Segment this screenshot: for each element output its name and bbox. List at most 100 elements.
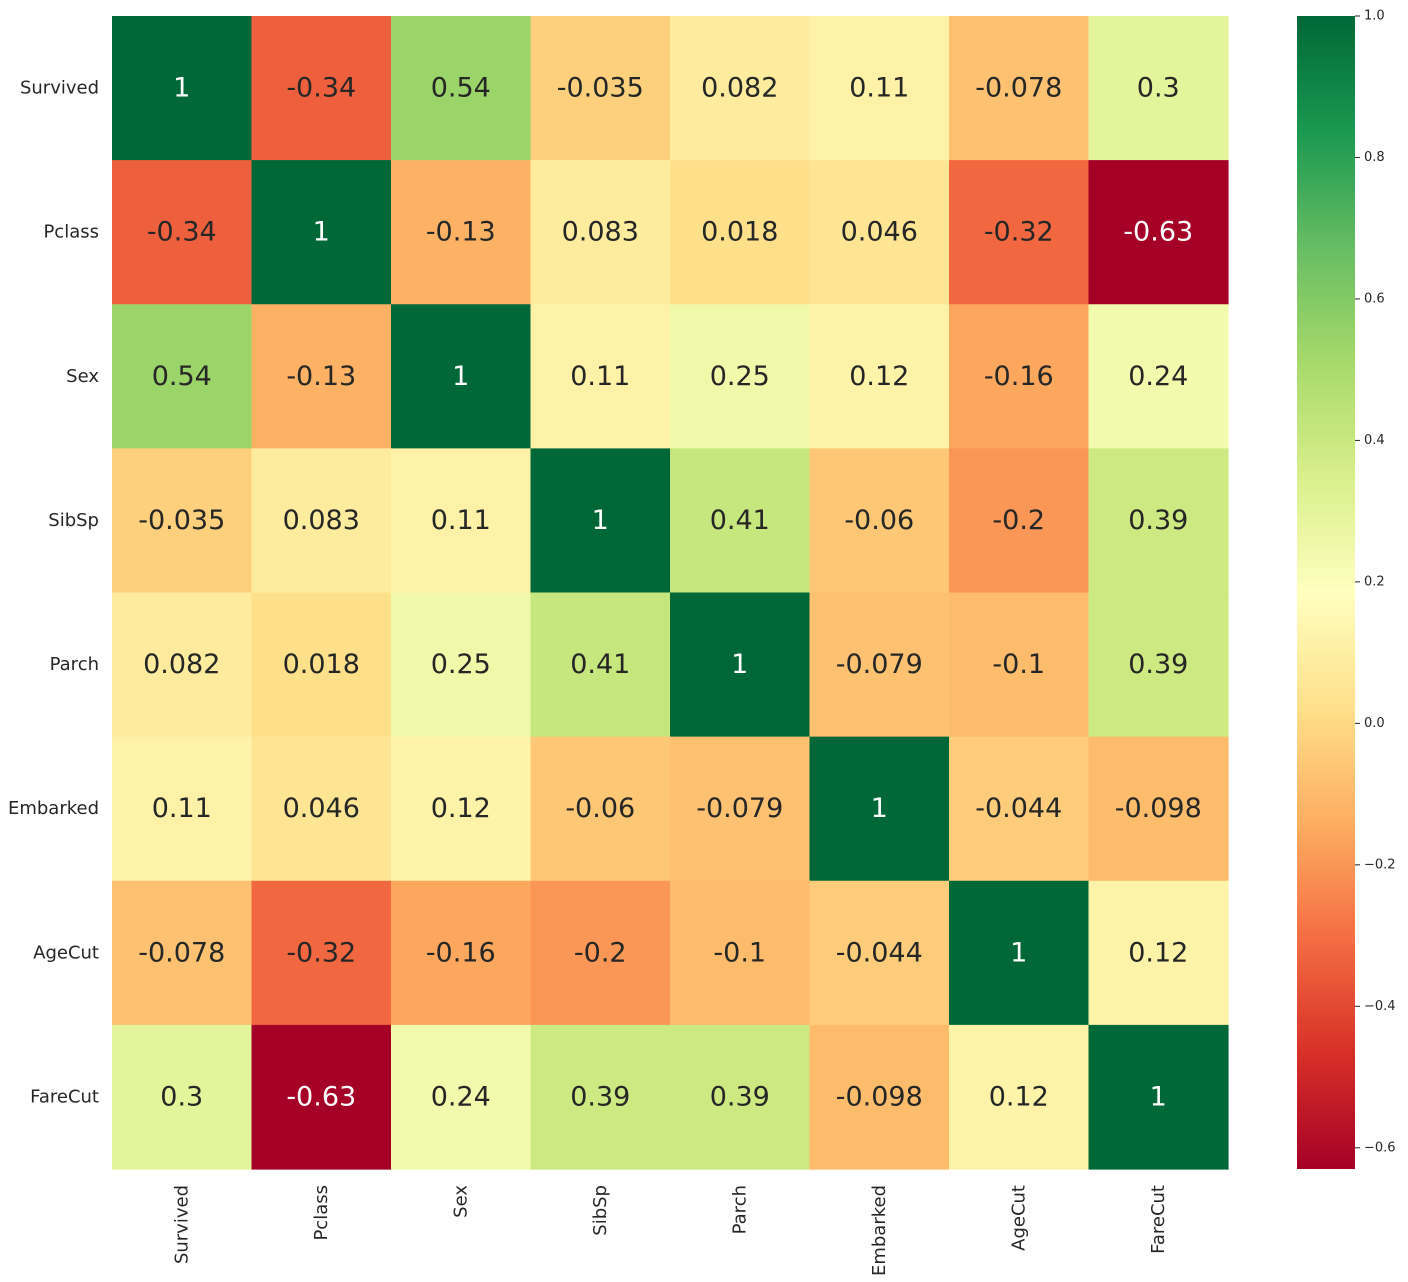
colorbar-tick-label: −0.4	[1364, 999, 1396, 1014]
cell-value-label: 0.12	[989, 1081, 1049, 1112]
heatmap-cell-parch-farecut	[1088, 592, 1229, 738]
cell-value-label: -0.34	[147, 217, 217, 248]
heatmap-cell-parch-parch	[670, 592, 811, 738]
cell-value-label: 0.3	[1137, 73, 1180, 104]
row-label-survived: Survived	[20, 78, 99, 99]
row-label-parch: Parch	[50, 654, 99, 675]
heatmap-cell-survived-farecut	[1088, 16, 1229, 161]
heatmap-cell-sibsp-agecut	[949, 448, 1090, 594]
cell-value-label: 0.54	[152, 361, 212, 392]
heatmap-cell-survived-sibsp	[530, 16, 671, 161]
heatmap-cell-embarked-sex	[391, 736, 532, 882]
row-label-embarked: Embarked	[8, 798, 99, 819]
colorbar-tick-label: −0.2	[1364, 857, 1396, 872]
cell-value-label: -0.06	[565, 793, 635, 824]
cell-value-label: 0.018	[283, 649, 360, 680]
heatmap-cell-agecut-survived	[112, 880, 253, 1026]
heatmap-cell-survived-survived	[112, 16, 253, 161]
heatmap-cell-embarked-survived	[112, 736, 253, 882]
cell-value-label: 0.39	[1128, 505, 1188, 536]
heatmap-cell-farecut-sex	[391, 1024, 532, 1170]
heatmap-cell-pclass-survived	[112, 160, 253, 305]
cell-value-label: -0.035	[138, 505, 225, 536]
cell-value-label: -0.16	[984, 361, 1054, 392]
cell-value-label: 1	[592, 505, 609, 536]
cell-value-label: 0.11	[849, 73, 909, 104]
heatmap-cell-farecut-agecut	[949, 1024, 1090, 1170]
cell-value-label: 0.39	[710, 1081, 770, 1112]
row-label-agecut: AgeCut	[33, 942, 99, 963]
heatmap-cell-sibsp-parch	[670, 448, 811, 594]
colorbar-tick-label: 0.4	[1364, 433, 1385, 448]
heatmap-cell-agecut-sibsp	[530, 880, 671, 1026]
cell-value-label: 0.41	[570, 649, 630, 680]
cell-value-label: 0.083	[562, 217, 639, 248]
heatmap-cell-agecut-sex	[391, 880, 532, 1026]
cell-value-label: -0.1	[992, 649, 1045, 680]
heatmap-cell-farecut-pclass	[251, 1024, 392, 1170]
heatmap-cell-survived-embarked	[809, 16, 950, 161]
heatmap-cell-sibsp-sex	[391, 448, 532, 594]
heatmap-cell-sex-sibsp	[530, 304, 671, 449]
cell-value-label: -0.34	[286, 73, 356, 104]
cell-value-label: 0.39	[570, 1081, 630, 1112]
cell-value-label: -0.044	[836, 937, 923, 968]
cell-value-label: -0.32	[984, 217, 1054, 248]
heatmap-cell-sex-parch	[670, 304, 811, 449]
heatmap-cell-sibsp-pclass	[251, 448, 392, 594]
cell-value-label: -0.63	[286, 1081, 356, 1112]
cell-value-label: 0.046	[283, 793, 360, 824]
cell-value-label: -0.035	[557, 73, 644, 104]
column-label-sibsp: SibSp	[590, 1185, 611, 1236]
cell-value-label: -0.079	[836, 649, 923, 680]
colorbar-tick-label: −0.6	[1364, 1140, 1396, 1155]
cell-value-label: 0.018	[701, 217, 778, 248]
column-label-parch: Parch	[729, 1185, 750, 1234]
cell-value-label: 1	[1150, 1081, 1167, 1112]
cell-value-label: -0.078	[138, 937, 225, 968]
row-labels: Survived Pclass Sex SibSp Parch Embarked AgeCu…	[8, 78, 99, 1108]
cell-value-label: -0.079	[696, 793, 783, 824]
heatmap-cell-pclass-farecut	[1088, 160, 1229, 305]
heatmap-cell-agecut-agecut	[949, 880, 1090, 1026]
heatmap-cells	[112, 16, 1229, 1170]
heatmap-cell-embarked-embarked	[809, 736, 950, 882]
heatmap-cell-agecut-farecut	[1088, 880, 1229, 1026]
cell-value-label: -0.32	[286, 937, 356, 968]
cell-value-label: 1	[313, 217, 330, 248]
cell-value-label: -0.63	[1123, 217, 1193, 248]
heatmap-cell-survived-parch	[670, 16, 811, 161]
cell-value-label: -0.098	[836, 1081, 923, 1112]
heatmap-cell-parch-pclass	[251, 592, 392, 738]
row-label-pclass: Pclass	[43, 222, 99, 243]
heatmap-cell-farecut-parch	[670, 1024, 811, 1170]
heatmap-cell-farecut-sibsp	[530, 1024, 671, 1170]
heatmap-cell-pclass-parch	[670, 160, 811, 305]
heatmap-cell-sex-pclass	[251, 304, 392, 449]
cell-value-label: -0.1	[713, 937, 766, 968]
cell-value-label: 0.41	[710, 505, 770, 536]
cell-value-label: 0.12	[849, 361, 909, 392]
cell-value-label: 0.39	[1128, 649, 1188, 680]
heatmap-cell-survived-pclass	[251, 16, 392, 161]
cell-value-label: 0.3	[160, 1081, 203, 1112]
cell-value-label: 0.11	[152, 793, 212, 824]
colorbar: 1.0 0.8 0.6 0.4 0.2 0.0 −0.2 −0.4 −0.6	[1297, 9, 1396, 1169]
cell-value-label: -0.2	[992, 505, 1045, 536]
heatmap-cell-embarked-farecut	[1088, 736, 1229, 882]
heatmap-cell-pclass-sex	[391, 160, 532, 305]
cell-value-label: -0.13	[286, 361, 356, 392]
heatmap-cell-farecut-farecut	[1088, 1024, 1229, 1170]
column-label-pclass: Pclass	[311, 1185, 332, 1241]
column-labels: Survived Pclass Sex SibSp Parch Embarked AgeCu…	[171, 1185, 1169, 1276]
heatmap-cell-parch-survived	[112, 592, 253, 738]
cell-value-label: 1	[731, 649, 748, 680]
cell-value-label: 1	[871, 793, 888, 824]
heatmap-cell-pclass-agecut	[949, 160, 1090, 305]
heatmap-cell-pclass-sibsp	[530, 160, 671, 305]
heatmap-cell-agecut-pclass	[251, 880, 392, 1026]
heatmap-cell-agecut-embarked	[809, 880, 950, 1026]
heatmap-cell-farecut-embarked	[809, 1024, 950, 1170]
heatmap-cell-sibsp-embarked	[809, 448, 950, 594]
cell-value-label: 0.083	[283, 505, 360, 536]
